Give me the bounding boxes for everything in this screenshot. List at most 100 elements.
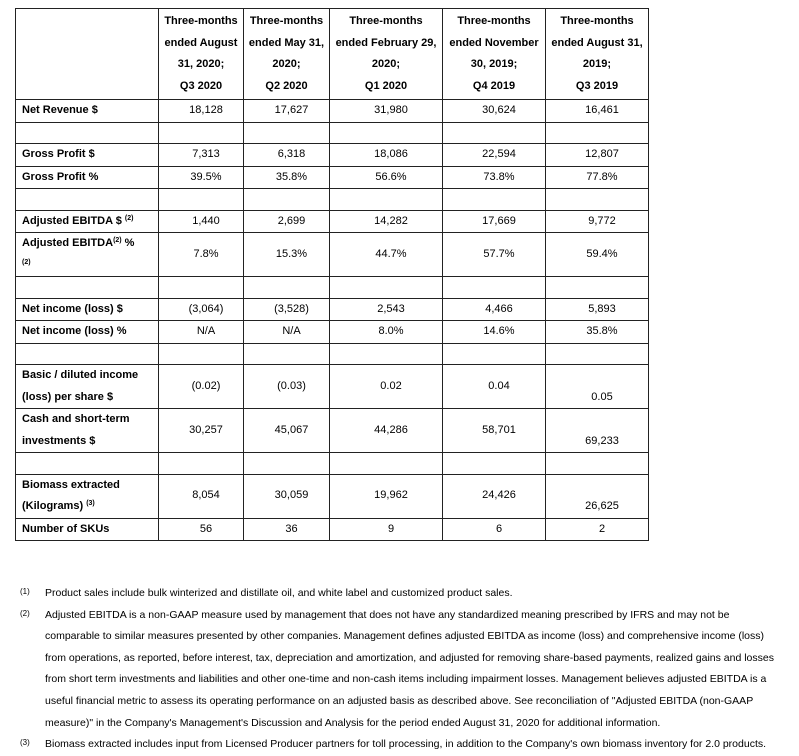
- label-text: Number of SKUs: [22, 522, 110, 535]
- value: 59.4%: [586, 247, 618, 260]
- header-line: Three-months: [560, 15, 634, 27]
- header-line: Q3 2019: [575, 79, 619, 92]
- value-cell: 59.4%: [545, 232, 649, 277]
- spacer-row: [15, 452, 649, 475]
- header-line: Q1 2020: [364, 79, 408, 92]
- value-cell: 0.02: [329, 364, 443, 409]
- value: (3,528): [274, 302, 309, 315]
- spacer-cell: [158, 342, 244, 365]
- data-row: Gross Profit $ 7,313 6,318 18,086 22,594 12,8…: [15, 143, 649, 167]
- value: 15.3%: [275, 247, 308, 260]
- value: 58,701: [482, 423, 516, 436]
- value: 26,625: [585, 500, 619, 512]
- header-line: 2020;: [272, 58, 301, 70]
- value: 8.0%: [378, 325, 404, 337]
- value-cell: 8.0%: [329, 320, 443, 344]
- value: 0.02: [380, 379, 402, 392]
- value-cell: 17,627: [243, 99, 330, 123]
- value-cell: 6: [442, 517, 546, 541]
- header-line: 30, 2019;: [470, 58, 518, 70]
- value-cell: 22,594: [442, 143, 546, 167]
- value: 44.7%: [375, 247, 407, 260]
- spacer-cell: [158, 121, 244, 144]
- value: 2: [598, 522, 606, 535]
- spacer-cell: [545, 276, 649, 299]
- value-cell: 17,669: [442, 209, 546, 233]
- value-cell: 57.7%: [442, 232, 546, 277]
- value: N/A: [282, 325, 301, 337]
- header-line: Three-months: [349, 15, 423, 27]
- value-cell: 7.8%: [158, 232, 244, 277]
- value-cell: 2: [545, 517, 649, 541]
- label-text: Biomass extracted (Kilograms): [22, 478, 120, 513]
- value-cell: 30,059: [243, 473, 330, 519]
- spacer-cell: [545, 342, 649, 365]
- header-line: 31, 2020;: [177, 58, 225, 70]
- footnote-text: Adjusted EBITDA is a non-GAAP measure us…: [45, 608, 774, 729]
- footnote: (3) Biomass extracted includes input from…: [20, 734, 785, 756]
- value-cell: 1,440: [158, 209, 244, 233]
- value: 7,313: [192, 148, 220, 160]
- spacer-cell: [243, 188, 330, 211]
- value: 30,059: [274, 489, 309, 502]
- value-cell: 58,701: [442, 408, 546, 453]
- spacer-cell: [15, 342, 159, 365]
- header-cell: Three-months ended August 31, 2020; Q3 2020: [158, 8, 244, 100]
- value: 2,699: [277, 214, 306, 227]
- footnote-marker: (1): [20, 587, 30, 596]
- value: 22,594: [482, 148, 516, 160]
- value: 0.05: [591, 390, 613, 403]
- value-cell: N/A: [158, 320, 244, 344]
- row-label: Adjusted EBITDA(2) % (2): [15, 232, 159, 277]
- spacer-cell: [329, 342, 443, 365]
- header-cell: Three-months ended February 29, 2020; Q1 20…: [329, 8, 443, 100]
- header-cell: Three-months ended November 30, 2019; Q4 20…: [442, 8, 546, 100]
- value-cell: 18,086: [329, 143, 443, 167]
- value-cell: 14,282: [329, 209, 443, 233]
- spacer-row: [15, 188, 649, 211]
- value: N/A: [196, 325, 216, 337]
- header-cell: Three-months ended August 31, 2019; Q3 2019: [545, 8, 649, 100]
- value-cell: 24,426: [442, 473, 546, 519]
- header-line: Three-months: [249, 15, 324, 27]
- value-cell: 36: [243, 517, 330, 541]
- spacer-cell: [442, 276, 546, 299]
- spacer-cell: [329, 452, 443, 475]
- value-cell: 14.6%: [442, 320, 546, 344]
- value: 18,086: [374, 148, 408, 160]
- value-cell: 6,318: [243, 143, 330, 167]
- label-text: Adjusted EBITDA $: [22, 214, 125, 227]
- value-cell: 30,624: [442, 99, 546, 123]
- value-cell: N/A: [243, 320, 330, 344]
- spacer-cell: [158, 276, 244, 299]
- value: 30,624: [482, 104, 516, 116]
- row-label: Net income (loss) $: [15, 297, 159, 321]
- row-label-text: Number of SKUs: [22, 519, 144, 541]
- header-line: ended August: [164, 36, 238, 49]
- spacer-cell: [15, 121, 159, 144]
- value-cell: 15.3%: [243, 232, 330, 277]
- value: (0.03): [277, 379, 306, 392]
- row-label-text: Gross Profit $: [22, 144, 144, 166]
- value-cell: (0.03): [243, 364, 330, 409]
- value: 16,461: [585, 104, 619, 116]
- spacer-cell: [15, 188, 159, 211]
- spacer-cell: [442, 452, 546, 475]
- header-line: 2019;: [582, 58, 612, 70]
- value-cell: 73.8%: [442, 165, 546, 189]
- value: 56.6%: [375, 170, 407, 183]
- spacer-cell: [545, 452, 649, 475]
- header-line: 2020;: [371, 58, 401, 70]
- data-row: Gross Profit % 39.5% 35.8% 56.6% 73.8% 77.8%: [15, 165, 649, 189]
- value: (3,064): [188, 302, 224, 315]
- footnote: (2) Adjusted EBITDA is a non-GAAP measure…: [20, 605, 785, 735]
- results-table: Three-months ended August 31, 2020; Q3 2020…: [15, 8, 649, 541]
- value: 17,627: [274, 104, 309, 116]
- spacer-cell: [329, 276, 443, 299]
- spacer-row: [15, 121, 649, 144]
- value: 4,466: [485, 302, 513, 315]
- value-cell: 56.6%: [329, 165, 443, 189]
- footnote-marker: (2): [20, 608, 30, 618]
- spacer-cell: [329, 121, 443, 144]
